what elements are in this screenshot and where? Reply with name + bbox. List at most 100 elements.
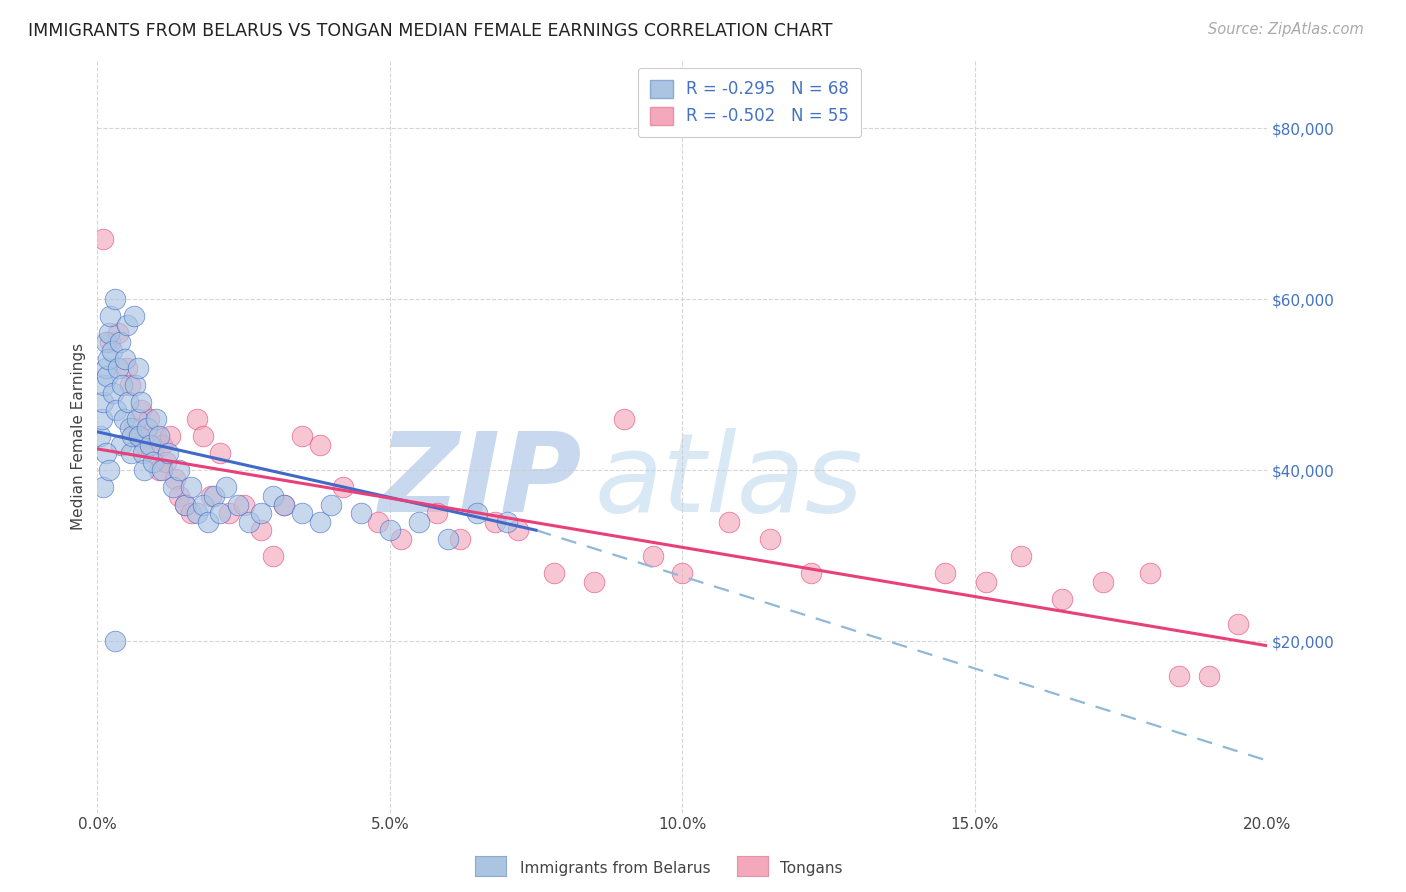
Point	[91, 412, 114, 426]
Point	[98, 334, 121, 349]
Point	[613, 412, 636, 426]
Point	[120, 446, 142, 460]
Point	[174, 498, 197, 512]
Point	[232, 498, 254, 512]
Point	[91, 232, 114, 246]
Point	[150, 463, 173, 477]
Point	[97, 352, 120, 367]
Point	[94, 446, 117, 460]
Point	[163, 472, 186, 486]
Point	[200, 489, 222, 503]
Point	[104, 634, 127, 648]
Point	[127, 412, 149, 426]
Point	[180, 480, 202, 494]
Point	[1092, 574, 1115, 589]
Point	[671, 566, 693, 580]
Point	[1052, 591, 1074, 606]
Point	[148, 429, 170, 443]
Point	[129, 403, 152, 417]
Point	[437, 532, 460, 546]
Legend: R = -0.295   N = 68, R = -0.502   N = 55: R = -0.295 N = 68, R = -0.502 N = 55	[638, 68, 860, 137]
Text: Source: ZipAtlas.com: Source: ZipAtlas.com	[1208, 22, 1364, 37]
Point	[367, 515, 389, 529]
Text: Tongans: Tongans	[780, 861, 842, 876]
Point	[378, 523, 401, 537]
Point	[1226, 617, 1249, 632]
Text: Immigrants from Belarus: Immigrants from Belarus	[520, 861, 711, 876]
Point	[308, 437, 330, 451]
Point	[156, 446, 179, 460]
Point	[583, 574, 606, 589]
Point	[98, 310, 121, 324]
Point	[162, 480, 184, 494]
Point	[332, 480, 354, 494]
Point	[197, 515, 219, 529]
Point	[115, 318, 138, 332]
Point	[150, 437, 173, 451]
Point	[121, 429, 143, 443]
Point	[142, 455, 165, 469]
Point	[291, 506, 314, 520]
Point	[114, 352, 136, 367]
Point	[122, 420, 145, 434]
Point	[108, 334, 131, 349]
Point	[308, 515, 330, 529]
Point	[209, 506, 232, 520]
Point	[974, 574, 997, 589]
Point	[495, 515, 517, 529]
Point	[134, 437, 156, 451]
Point	[167, 489, 190, 503]
Point	[98, 326, 121, 341]
Point	[641, 549, 664, 563]
Point	[128, 429, 150, 443]
Point	[218, 506, 240, 520]
Point	[174, 498, 197, 512]
Point	[1168, 668, 1191, 682]
Point	[142, 446, 165, 460]
Point	[98, 463, 121, 477]
Point	[1198, 668, 1220, 682]
Point	[115, 360, 138, 375]
Point	[94, 334, 117, 349]
Point	[138, 412, 160, 426]
Point	[118, 377, 141, 392]
Point	[110, 437, 132, 451]
Point	[96, 369, 118, 384]
Point	[250, 523, 273, 537]
Point	[273, 498, 295, 512]
Point	[759, 532, 782, 546]
Point	[408, 515, 430, 529]
Y-axis label: Median Female Earnings: Median Female Earnings	[72, 343, 86, 530]
Point	[111, 377, 134, 392]
Point	[129, 394, 152, 409]
Point	[484, 515, 506, 529]
Text: IMMIGRANTS FROM BELARUS VS TONGAN MEDIAN FEMALE EARNINGS CORRELATION CHART: IMMIGRANTS FROM BELARUS VS TONGAN MEDIAN…	[28, 22, 832, 40]
Point	[291, 429, 314, 443]
Point	[132, 446, 155, 460]
Point	[145, 412, 167, 426]
Point	[238, 515, 260, 529]
Point	[186, 506, 208, 520]
Point	[148, 463, 170, 477]
Point	[107, 360, 129, 375]
Point	[105, 403, 128, 417]
Point	[91, 480, 114, 494]
Point	[321, 498, 343, 512]
Point	[112, 412, 135, 426]
Point	[167, 463, 190, 477]
Point	[134, 463, 156, 477]
Point	[191, 429, 214, 443]
Point	[250, 506, 273, 520]
Point	[89, 429, 111, 443]
Point	[391, 532, 413, 546]
Point	[91, 394, 114, 409]
Point	[145, 429, 167, 443]
Point	[449, 532, 471, 546]
Point	[800, 566, 823, 580]
Point	[186, 412, 208, 426]
Point	[127, 360, 149, 375]
Point	[122, 310, 145, 324]
Point	[117, 394, 139, 409]
Point	[180, 506, 202, 520]
Point	[159, 429, 181, 443]
